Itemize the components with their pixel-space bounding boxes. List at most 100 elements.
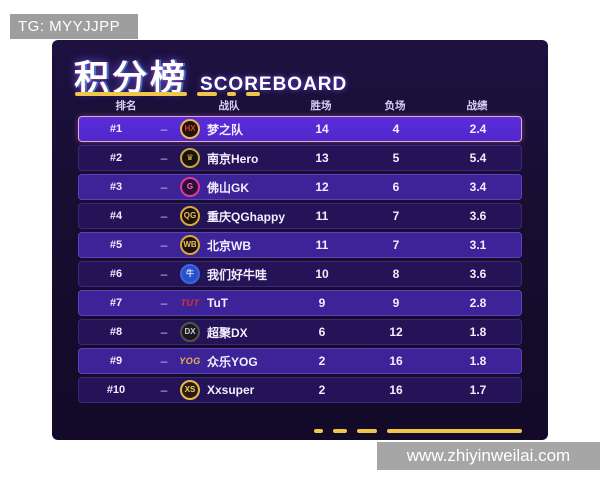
team-rank: #4 [109, 210, 123, 222]
team-rank: #7 [109, 297, 123, 309]
team-logo-icon: DX [175, 322, 205, 342]
column-header-rank: 排名 [115, 100, 137, 112]
rank-separator: – [160, 122, 168, 136]
rank-separator: – [160, 151, 168, 165]
team-record: 1.7 [469, 383, 487, 397]
rank-separator: – [160, 238, 168, 252]
team-rank: #9 [109, 355, 123, 367]
team-losses: 7 [392, 238, 400, 252]
team-rank: #1 [109, 123, 123, 135]
team-wins: 2 [318, 383, 326, 397]
team-record: 5.4 [469, 151, 487, 165]
team-record: 3.1 [469, 238, 487, 252]
team-logo-icon: YOG [179, 355, 201, 366]
rank-separator: – [160, 267, 168, 281]
team-name: 梦之队 [207, 122, 244, 137]
team-losses: 4 [392, 122, 400, 136]
footer-underline-rule [314, 429, 522, 433]
team-wins: 12 [315, 180, 329, 194]
team-logo-icon: G [175, 177, 205, 197]
table-row: #4 – QG 重庆QGhappy 11 7 3.6 [78, 203, 522, 229]
rule-solid-segment [387, 429, 522, 433]
team-wins: 6 [318, 325, 326, 339]
table-header: 排名 战队 胜场 负场 战绩 [78, 98, 522, 112]
rule-solid-segment [75, 92, 187, 96]
team-record: 3.6 [469, 267, 487, 281]
team-losses: 7 [392, 209, 400, 223]
team-record: 2.8 [469, 296, 487, 310]
table-row: #5 – WB 北京WB 11 7 3.1 [78, 232, 522, 258]
team-rank: #3 [109, 181, 123, 193]
table-row: #8 – DX 超聚DX 6 12 1.8 [78, 319, 522, 345]
title-chinese: 积分榜 [74, 59, 189, 98]
team-losses: 5 [392, 151, 400, 165]
team-wins: 9 [318, 296, 326, 310]
team-record: 3.6 [469, 209, 487, 223]
team-name: 重庆QGhappy [207, 209, 286, 224]
table-row: #6 – 牛 我们好牛哇 10 8 3.6 [78, 261, 522, 287]
team-losses: 9 [392, 296, 400, 310]
team-logo-icon: ♛ [175, 148, 205, 168]
team-wins: 10 [315, 267, 329, 281]
rank-separator: – [160, 383, 168, 397]
team-logo-icon: QG [175, 206, 205, 226]
column-header-team: 战队 [218, 100, 240, 112]
column-header-wins: 胜场 [310, 100, 332, 112]
team-wins: 13 [315, 151, 329, 165]
team-logo-icon: WB [175, 235, 205, 255]
team-logo-icon: TUT [180, 297, 200, 308]
watermark-top-badge: TG: MYYJJPP [10, 14, 139, 39]
team-rank: #6 [109, 268, 123, 280]
team-losses: 6 [392, 180, 400, 194]
rule-dash-segment [227, 92, 236, 96]
table-row: #9 – YOG 众乐YOG 2 16 1.8 [78, 348, 522, 374]
team-name: 北京WB [207, 238, 251, 253]
scoreboard-rows: #1 – HX 梦之队 14 4 2.4 #2 – ♛ 南京Hero 13 5 … [78, 116, 522, 403]
rank-separator: – [160, 180, 168, 194]
team-wins: 2 [318, 354, 326, 368]
title-underline-rule [75, 92, 260, 96]
team-losses: 16 [389, 383, 403, 397]
page-title: 积分榜 SCOREBOARD [74, 50, 347, 101]
rule-dash-segment [314, 429, 323, 433]
rank-separator: – [160, 325, 168, 339]
team-record: 1.8 [469, 325, 487, 339]
team-rank: #10 [106, 384, 126, 396]
team-name: TuT [207, 296, 229, 310]
rank-separator: – [160, 296, 168, 310]
team-losses: 16 [389, 354, 403, 368]
team-name: 众乐YOG [207, 354, 258, 369]
team-record: 1.8 [469, 354, 487, 368]
watermark-bottom-badge: www.zhiyinweilai.com [377, 442, 600, 470]
table-row: #7 – TUT TuT 9 9 2.8 [78, 290, 522, 316]
column-header-losses: 负场 [384, 100, 406, 112]
team-losses: 12 [389, 325, 403, 339]
team-rank: #5 [109, 239, 123, 251]
team-logo-icon: 牛 [175, 264, 205, 284]
team-rank: #8 [109, 326, 123, 338]
team-wins: 14 [315, 122, 329, 136]
rule-dash-segment [333, 429, 347, 433]
team-name: Xxsuper [207, 383, 255, 397]
table-row: #3 – G 佛山GK 12 6 3.4 [78, 174, 522, 200]
rank-separator: – [160, 209, 168, 223]
team-logo-icon: HX [175, 119, 205, 139]
team-record: 3.4 [469, 180, 487, 194]
rank-separator: – [160, 354, 168, 368]
table-row: #2 – ♛ 南京Hero 13 5 5.4 [78, 145, 522, 171]
table-row: #10 – XS Xxsuper 2 16 1.7 [78, 377, 522, 403]
team-logo-icon: XS [175, 380, 205, 400]
team-losses: 8 [392, 267, 400, 281]
team-name: 南京Hero [207, 151, 259, 166]
team-name: 超聚DX [207, 325, 248, 340]
scoreboard-panel: 积分榜 SCOREBOARD 排名 战队 胜场 负场 战绩 #1 – HX 梦之… [52, 40, 548, 440]
rule-dash-segment [197, 92, 217, 96]
team-record: 2.4 [469, 122, 487, 136]
team-wins: 11 [315, 209, 329, 223]
team-rank: #2 [109, 152, 123, 164]
team-wins: 11 [315, 238, 329, 252]
column-header-record: 战绩 [466, 100, 488, 112]
team-name: 我们好牛哇 [207, 267, 268, 282]
team-name: 佛山GK [207, 180, 250, 195]
rule-dash-segment [357, 429, 377, 433]
